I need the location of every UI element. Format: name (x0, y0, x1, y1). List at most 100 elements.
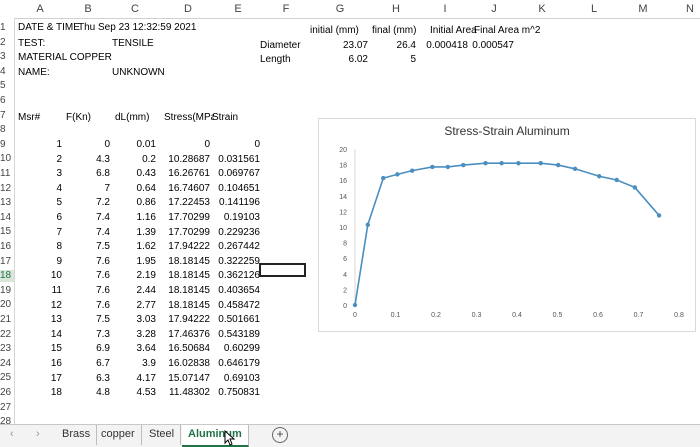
cell-msr[interactable]: 4 (56, 182, 62, 194)
row-header[interactable]: 17 (0, 255, 12, 267)
cell-stress[interactable]: 18.18145 (168, 255, 210, 267)
cell-dl[interactable]: 0.43 (136, 168, 156, 180)
cell-stress[interactable]: 10.28687 (168, 153, 210, 165)
column-header-e[interactable]: E (234, 3, 242, 15)
cell-dl[interactable]: 3.64 (136, 343, 156, 355)
data-point[interactable] (365, 222, 370, 227)
cell-strain[interactable]: 0.19103 (223, 212, 260, 223)
column-header-h[interactable]: H (392, 3, 400, 15)
row-header[interactable]: 20 (0, 299, 12, 311)
sheet-tab-steel[interactable]: Steel (143, 425, 182, 445)
cell-strain[interactable]: 0.403654 (218, 285, 260, 296)
cell-strain[interactable]: 0.229236 (218, 226, 260, 238)
cell-msr[interactable]: 11 (51, 285, 62, 296)
cell-stress[interactable]: 18.18145 (168, 270, 210, 282)
data-point[interactable] (395, 172, 400, 177)
cell-dl[interactable]: 0.64 (136, 182, 156, 194)
row-header[interactable]: 3 (0, 51, 6, 63)
row-header[interactable]: 15 (0, 226, 12, 238)
prev-sheet-button[interactable]: ‹ (10, 428, 14, 440)
column-header-j[interactable]: J (491, 3, 497, 15)
data-point[interactable] (499, 160, 504, 166)
cell-msr[interactable]: 1 (56, 139, 62, 150)
data-point[interactable] (632, 185, 638, 190)
cell-stress[interactable]: 17.94222 (168, 314, 210, 326)
row-header[interactable]: 27 (0, 401, 12, 413)
sheet-tab-brass[interactable]: Brass (56, 425, 98, 445)
cell-stress[interactable]: 18.18145 (168, 299, 210, 311)
cell-dl[interactable]: 0.01 (136, 139, 156, 150)
cell-stress[interactable]: 11.48302 (169, 387, 210, 399)
cell-strain[interactable]: 0.543189 (218, 328, 260, 340)
cell-strain[interactable]: 0.267442 (218, 241, 260, 253)
data-point[interactable] (656, 213, 662, 218)
cell-force[interactable]: 7.6 (96, 270, 110, 282)
cell-strain[interactable]: 0.031561 (218, 153, 260, 165)
cell-msr[interactable]: 17 (50, 372, 62, 384)
cell-strain[interactable]: 0.362126 (218, 270, 260, 282)
column-header-i[interactable]: I (443, 3, 447, 15)
cell-stress[interactable]: 17.70299 (168, 212, 210, 223)
column-header-f[interactable]: F (282, 3, 290, 15)
cell-dl[interactable]: 1.62 (136, 241, 156, 253)
cell-dl[interactable]: 0.2 (142, 153, 156, 165)
row-header[interactable]: 16 (0, 241, 12, 252)
row-header[interactable]: 25 (0, 372, 12, 384)
cell-msr[interactable]: 2 (56, 153, 62, 165)
cell-strain[interactable]: 0.104651 (218, 182, 260, 194)
cell-msr[interactable]: 12 (50, 299, 62, 311)
sheet-tab-copper[interactable]: copper (95, 425, 142, 445)
data-point[interactable] (597, 174, 602, 179)
row-header[interactable]: 23 (0, 343, 12, 355)
data-point[interactable] (352, 302, 358, 308)
data-point[interactable] (614, 177, 619, 183)
cell-stress[interactable]: 16.26761 (168, 168, 210, 180)
cell-force[interactable]: 4.3 (96, 153, 110, 165)
cell-force[interactable]: 7.5 (96, 314, 110, 326)
row-header[interactable]: 24 (0, 357, 12, 369)
sheet-tab-aluminum[interactable]: Aluminum (182, 425, 249, 447)
cell-force[interactable]: 0 (104, 139, 110, 150)
cell-strain[interactable]: 0.069767 (218, 168, 260, 180)
cell-strain[interactable]: 0.322259 (218, 255, 260, 267)
cell-dl[interactable]: 1.16 (136, 212, 156, 223)
cell-stress[interactable]: 16.02838 (168, 358, 210, 369)
column-header-c[interactable]: C (131, 3, 139, 15)
cell-strain[interactable]: 0.60299 (223, 343, 260, 355)
data-point[interactable] (381, 175, 386, 181)
row-header[interactable]: 1 (0, 22, 6, 33)
row-header[interactable]: 14 (0, 211, 12, 223)
cell-dl[interactable]: 3.9 (142, 358, 156, 369)
data-point[interactable] (430, 164, 435, 170)
cell-stress[interactable]: 16.50684 (168, 343, 210, 355)
row-header[interactable]: 4 (0, 65, 6, 77)
cell-strain[interactable]: 0.501661 (218, 314, 260, 326)
data-point[interactable] (445, 164, 451, 170)
column-header-b[interactable]: B (84, 3, 92, 15)
cell-dl[interactable]: 1.39 (136, 226, 156, 238)
column-header-a[interactable]: A (36, 3, 44, 15)
cell-strain[interactable]: 0.646179 (218, 358, 260, 369)
next-sheet-button[interactable]: › (36, 428, 40, 440)
cell-dl[interactable]: 2.19 (136, 270, 156, 282)
cell-dl[interactable]: 4.53 (136, 387, 156, 399)
cell-force[interactable]: 7.2 (96, 197, 110, 209)
row-header[interactable]: 5 (0, 80, 6, 92)
cell-strain[interactable]: 0.69103 (223, 372, 260, 384)
cell-msr[interactable]: 7 (56, 226, 62, 238)
cell-strain[interactable]: 0.458472 (218, 299, 260, 311)
cell-force[interactable]: 6.3 (96, 372, 110, 384)
row-header[interactable]: 9 (0, 138, 6, 150)
data-point[interactable] (409, 168, 415, 173)
cell-msr[interactable]: 18 (50, 387, 62, 399)
cell-dl[interactable]: 3.03 (136, 314, 156, 326)
cell-msr[interactable]: 9 (56, 255, 62, 267)
row-header[interactable]: 28 (0, 416, 12, 428)
data-point[interactable] (516, 160, 521, 166)
row-header[interactable]: 21 (0, 314, 12, 325)
cell-dl[interactable]: 1.95 (136, 255, 156, 267)
column-header-l[interactable]: L (590, 3, 598, 15)
row-header[interactable]: 22 (0, 328, 12, 340)
row-header[interactable]: 26 (0, 387, 12, 398)
cell-force[interactable]: 4.8 (96, 387, 110, 399)
